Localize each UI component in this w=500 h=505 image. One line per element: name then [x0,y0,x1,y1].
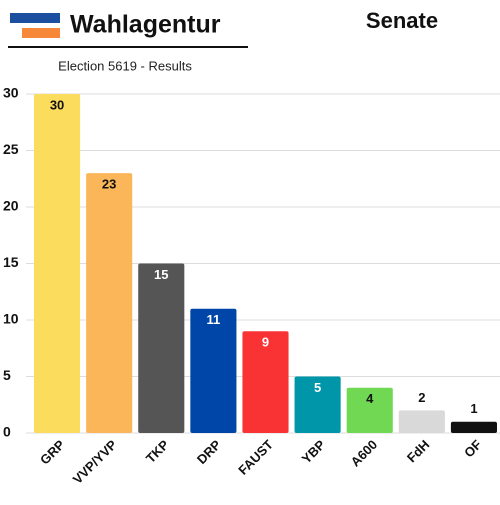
bar [34,94,81,433]
x-tick-label: DRP [194,437,224,467]
y-tick-label: 10 [3,311,19,327]
logo-stripe [10,13,60,23]
value-label: 1 [470,401,477,416]
x-tick-label: A600 [348,437,381,470]
y-tick-label: 25 [3,141,19,157]
y-tick-label: 5 [3,367,11,383]
x-tick-label: GRP [37,437,68,468]
y-tick-label: 0 [3,424,11,440]
x-tick-label: OF [461,437,484,460]
value-label: 2 [418,390,425,405]
x-tick-label: FAUST [235,437,276,478]
bar [190,308,237,433]
x-tick-label: TKP [143,437,172,466]
logo-stripe [22,28,60,38]
bar [86,173,133,433]
bar [294,376,341,433]
value-label: 30 [50,97,64,112]
value-label: 9 [262,335,269,350]
y-tick-label: 20 [3,198,19,214]
value-label: 5 [314,380,321,395]
x-tick-label: FdH [404,437,432,465]
x-tick-label: YBP [299,437,329,467]
x-tick-label: VVP/YVP [70,437,120,487]
value-label: 4 [366,391,374,406]
bar [138,263,185,433]
subtitle: Election 5619 - Results [58,58,192,73]
value-label: 11 [207,312,221,327]
chart-title: Senate [366,8,438,33]
y-tick-label: 30 [3,85,19,101]
bar [398,410,445,433]
brand: Wahlagentur [70,11,221,39]
bar [346,387,393,433]
y-tick-label: 15 [3,254,19,270]
value-label: 15 [154,267,168,282]
value-label: 23 [102,177,116,192]
bar [242,331,289,433]
bar [450,421,497,433]
